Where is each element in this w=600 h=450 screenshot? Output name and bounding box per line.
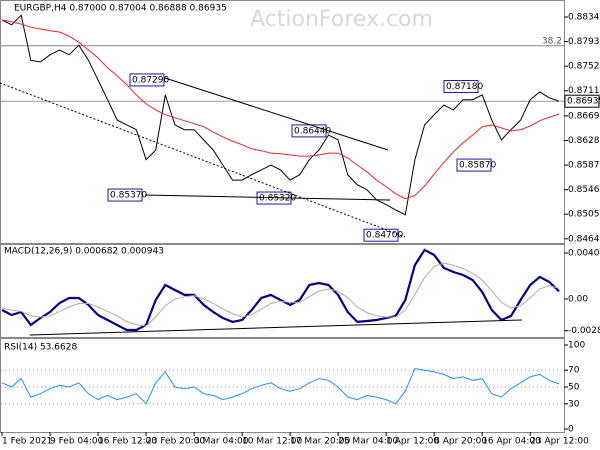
x-tick-label: 3 Mar 04:00: [194, 437, 249, 447]
x-tick-label: 17 Mar 20:00: [290, 437, 350, 447]
trendline: [164, 77, 389, 151]
price-annotation-box: [129, 73, 165, 87]
rsi-panel: [0, 338, 565, 433]
panel-title: EURGBP,H4 0.87000 0.87004 0.86888 0.8693…: [14, 4, 227, 14]
series-line: [1, 367, 560, 405]
price-annotation: 0.87180: [446, 82, 483, 92]
frame: [0, 0, 565, 433]
trendline: [29, 319, 523, 336]
y-tick-label: 30: [568, 399, 580, 409]
x-tick-label: 16 Feb 12:00: [98, 437, 157, 447]
price-annotation-box: [363, 228, 399, 242]
x-tick-label: 1 Apr 12:00: [386, 437, 439, 447]
price-annotation: 0.86440: [294, 126, 331, 136]
x-tick-label: 16 Apr 04:00: [482, 437, 541, 447]
panel-title: MACD(12,26,9) 0.000682 0.000943: [4, 247, 164, 257]
series-line: [1, 262, 560, 327]
price-annotation: 0.85370: [110, 191, 147, 201]
panel-title: RSI(14) 53.6628: [4, 343, 77, 353]
x-tick-label: 25 Mar 04:00: [338, 437, 398, 447]
series-line: [1, 19, 560, 200]
y-tick-label: 100: [568, 341, 585, 351]
price-annotation: 0.85320: [259, 194, 296, 204]
trendline: [0, 82, 406, 238]
y-tick-label: 50: [568, 383, 580, 393]
y-tick-label: 0: [568, 425, 574, 435]
y-tick-label: 0.00: [568, 294, 588, 304]
watermark: ActionForex.com: [250, 7, 433, 32]
x-tick-label: 1 Feb 2021: [2, 437, 52, 447]
y-tick-label: -0.00282: [568, 326, 600, 336]
price-annotation-box: [456, 158, 492, 172]
fib-label: 38.2: [542, 36, 562, 46]
y-tick-label: 0.004088: [568, 249, 600, 259]
y-tick-label: 0.84640: [568, 234, 600, 244]
macd-panel: [0, 244, 565, 338]
series-line: [1, 248, 560, 332]
x-tick-label: 23 Apr 12:00: [530, 437, 589, 447]
price-annotation: 0.85870: [459, 161, 496, 171]
x-tick-label: 9 Feb 04:00: [50, 437, 104, 447]
trendline: [144, 194, 391, 201]
price-panel: [0, 0, 565, 244]
last-price-box: [564, 94, 600, 108]
y-tick-label: 0.85870: [568, 161, 600, 171]
x-tick-label: 8 Apr 20:00: [434, 437, 487, 447]
price-annotation: 0.87290: [132, 75, 169, 85]
x-tick-label: 23 Feb 20:00: [146, 437, 205, 447]
price-annotation-box: [107, 188, 143, 202]
x-tick-label: 10 Mar 12:00: [242, 437, 302, 447]
last-price-label: 0.86935: [567, 97, 600, 107]
price-annotation: 0.84700: [366, 231, 403, 241]
series-line: [1, 14, 560, 216]
price-annotation-box: [443, 80, 479, 94]
y-tick-label: 70: [568, 366, 580, 376]
